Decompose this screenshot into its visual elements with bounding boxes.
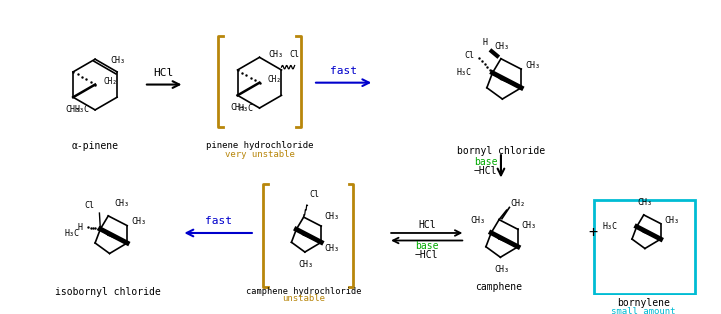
Text: CH₂: CH₂ (268, 75, 282, 84)
Text: Cl: Cl (85, 201, 94, 210)
Text: base: base (474, 157, 497, 167)
Text: bornylene: bornylene (617, 298, 671, 308)
Text: CH₃: CH₃ (665, 216, 679, 225)
Text: CH₃: CH₃ (131, 217, 146, 226)
Text: isobornyl chloride: isobornyl chloride (56, 287, 161, 296)
Text: CH₃: CH₃ (471, 216, 485, 225)
Text: α-pinene: α-pinene (71, 141, 118, 151)
Text: pinene hydrochloride: pinene hydrochloride (205, 141, 313, 150)
Text: CH₃: CH₃ (495, 42, 510, 51)
Text: −HCl: −HCl (474, 166, 497, 176)
Text: CH₃: CH₃ (324, 244, 339, 253)
Text: H: H (78, 223, 82, 232)
Text: camphene hydrochloride: camphene hydrochloride (246, 287, 361, 295)
Text: CH₃: CH₃ (298, 260, 314, 268)
Text: CH₃: CH₃ (230, 103, 245, 112)
Text: CH₃: CH₃ (110, 56, 125, 65)
Text: HCl: HCl (418, 220, 435, 230)
Text: CH₃: CH₃ (324, 212, 339, 220)
Text: fast: fast (205, 216, 231, 226)
Text: CH₃: CH₃ (66, 105, 81, 114)
Text: H₃C: H₃C (74, 106, 89, 114)
Text: CH₃: CH₃ (495, 265, 510, 274)
Text: CH₂: CH₂ (104, 77, 118, 86)
Text: bornyl chloride: bornyl chloride (457, 146, 545, 156)
Text: very unstable: very unstable (224, 150, 294, 159)
Text: +: + (588, 225, 598, 241)
Text: H₃C: H₃C (239, 104, 254, 112)
Text: Cl: Cl (464, 51, 474, 60)
Text: H₃C: H₃C (603, 222, 618, 231)
Text: CH₂: CH₂ (510, 199, 526, 208)
Bar (594, 200, 696, 294)
Text: −HCl: −HCl (415, 250, 438, 260)
Text: CH₃: CH₃ (525, 61, 540, 70)
Text: unstable: unstable (282, 294, 325, 303)
Text: H: H (483, 38, 488, 47)
Text: CH₃: CH₃ (637, 198, 653, 207)
Text: CH₃: CH₃ (114, 199, 129, 208)
Text: base: base (415, 241, 438, 252)
Text: CH₃: CH₃ (522, 221, 536, 230)
Text: H₃C: H₃C (457, 68, 472, 77)
Text: H₃C: H₃C (65, 229, 80, 238)
Text: CH₃: CH₃ (268, 50, 283, 59)
Text: Cl: Cl (309, 190, 319, 199)
Text: small amount: small amount (611, 307, 676, 314)
Text: fast: fast (329, 66, 357, 76)
Text: camphene: camphene (476, 282, 523, 292)
Text: HCl: HCl (154, 68, 174, 78)
Text: Cl: Cl (290, 50, 300, 59)
